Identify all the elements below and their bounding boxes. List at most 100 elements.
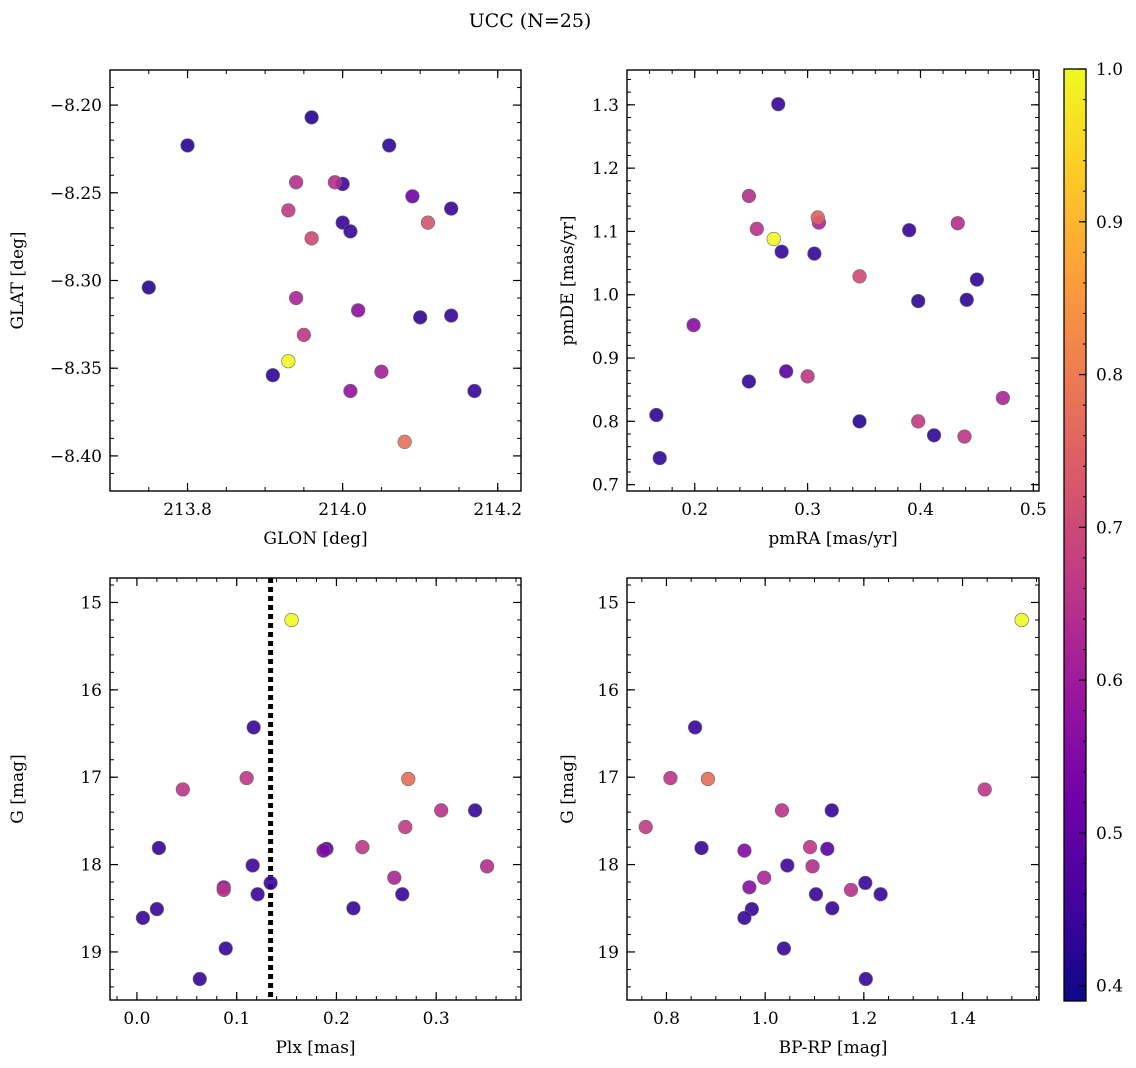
data-point — [218, 941, 233, 956]
y-tick-label: 15 — [80, 593, 102, 613]
data-point — [192, 971, 207, 987]
data-point — [263, 875, 278, 891]
y-tick-label: 15 — [597, 593, 619, 613]
data-point — [343, 224, 358, 239]
data-point — [382, 138, 397, 153]
data-point — [405, 189, 420, 204]
x-tick-label: 1.0 — [752, 1009, 779, 1029]
data-point — [805, 859, 820, 874]
data-point — [434, 803, 449, 818]
data-point — [771, 97, 786, 112]
data-point — [824, 803, 839, 818]
data-point — [820, 841, 835, 856]
data-point — [663, 770, 678, 786]
x-tick-label: 0.2 — [681, 500, 708, 520]
data-point — [926, 428, 942, 443]
data-point — [686, 318, 701, 333]
x-tick-label: 1.2 — [850, 1009, 877, 1029]
data-point — [858, 971, 873, 987]
data-point — [742, 880, 757, 895]
data-point — [802, 840, 818, 855]
data-point — [825, 901, 840, 916]
data-point — [141, 280, 156, 295]
y-axis-label: GLAT [deg] — [8, 231, 28, 329]
data-point — [397, 434, 412, 449]
data-point — [250, 887, 265, 902]
data-point — [808, 887, 824, 902]
data-point — [289, 175, 304, 190]
data-point — [959, 292, 974, 307]
y-axis-label: G [mag] — [8, 754, 28, 823]
x-tick-label: 0.4 — [907, 500, 934, 520]
data-point — [774, 803, 790, 818]
data-point — [413, 310, 428, 325]
colorbar-tick-label: 1.0 — [1096, 60, 1123, 80]
x-axis-label: GLON [deg] — [263, 529, 367, 549]
data-point — [776, 941, 792, 956]
data-point — [700, 771, 716, 787]
y-axis-label: G [mag] — [558, 754, 578, 823]
x-axis-label: pmRA [mas/yr] — [768, 529, 897, 549]
x-axis-label: Plx [mas] — [275, 1038, 355, 1058]
data-point — [1014, 612, 1029, 628]
data-point — [766, 231, 781, 247]
plot-frame — [626, 577, 1040, 1001]
colorbar: 0.4 0.5 0.6 0.7 0.8 0.9 1.0 — [1063, 60, 1123, 1002]
x-tick-label: 0.8 — [653, 1009, 680, 1029]
data-point — [281, 203, 296, 218]
y-tick-label: −8.20 — [50, 96, 102, 116]
y-tick-label: 0.8 — [592, 412, 619, 432]
data-point — [843, 882, 859, 898]
data-point — [387, 870, 402, 885]
data-point — [807, 246, 822, 261]
data-point — [175, 782, 190, 797]
data-point — [398, 819, 413, 835]
panel-proper-motion: 0.2 0.3 0.4 0.5 0.7 0.8 0.9 1.0 1.1 1.2 1.3 pmRA [m… — [558, 69, 1047, 549]
x-tick-label: 0.2 — [323, 1009, 350, 1029]
colorbar-tick-label: 0.6 — [1096, 671, 1123, 691]
data-point — [737, 843, 752, 858]
data-point — [911, 293, 926, 309]
data-point — [245, 858, 260, 873]
data-point — [873, 887, 888, 902]
data-point — [810, 210, 825, 225]
y-tick-label: 19 — [80, 943, 102, 963]
colorbar-tick-label: 0.7 — [1096, 518, 1123, 538]
data-point — [284, 612, 299, 628]
panel-color-magnitude: 0.8 1.0 1.2 1.4 15 16 17 18 19 BP-RP [mag] G [mag] — [558, 577, 1040, 1058]
x-tick-label: 214.2 — [473, 500, 522, 520]
data-point — [858, 875, 873, 891]
y-tick-label: 19 — [597, 943, 619, 963]
colorbar-tick-label: 0.8 — [1096, 366, 1123, 386]
y-axis-label: pmDE [mas/yr] — [558, 215, 578, 345]
data-point — [852, 269, 867, 284]
data-point — [911, 414, 926, 429]
data-point — [741, 188, 757, 204]
y-tick-label: 16 — [80, 681, 102, 701]
y-tick-label: 16 — [597, 681, 619, 701]
x-tick-label: 0.1 — [223, 1009, 250, 1029]
data-point — [401, 771, 416, 787]
plot-frame — [109, 69, 522, 492]
panel-parallax-magnitude: 0.0 0.1 0.2 0.3 15 16 17 18 19 Plx [mas] G [mag] — [8, 577, 522, 1058]
data-point — [749, 221, 764, 237]
figure-title: UCC (N=25) — [469, 10, 592, 32]
data-point — [800, 369, 815, 384]
data-point — [950, 216, 965, 231]
y-tick-label: 18 — [597, 856, 619, 876]
data-point — [694, 840, 709, 856]
data-point — [296, 327, 311, 342]
colorbar-tick-label: 0.4 — [1096, 977, 1123, 997]
data-point — [468, 803, 483, 818]
data-point — [316, 843, 331, 858]
y-tick-label: 1.3 — [592, 96, 619, 116]
y-tick-label: 17 — [80, 768, 102, 788]
data-point — [395, 887, 410, 902]
y-tick-label: 1.0 — [592, 286, 619, 306]
data-point — [741, 374, 757, 389]
data-point — [652, 450, 667, 466]
data-point — [265, 368, 280, 383]
y-tick-label: −8.40 — [50, 447, 102, 467]
plot-frame — [109, 577, 522, 1001]
